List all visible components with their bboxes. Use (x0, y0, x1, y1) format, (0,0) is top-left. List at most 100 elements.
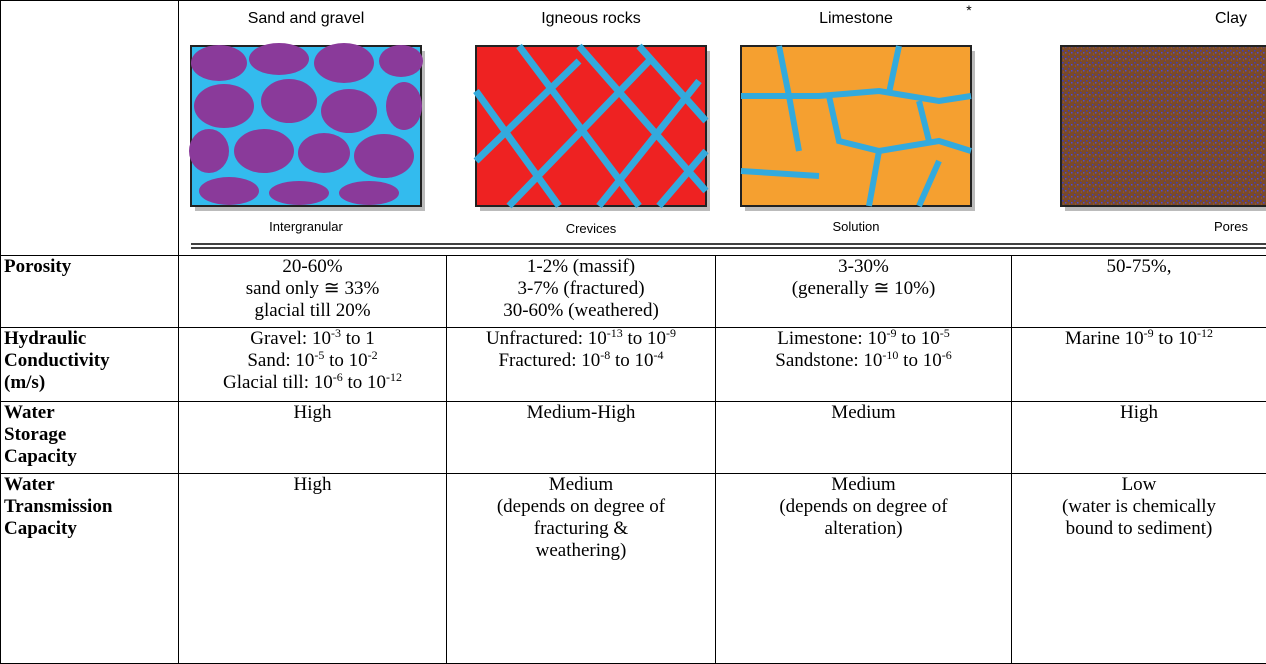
cell-line: Unfractured: 10-13 to 10-9 (450, 328, 712, 350)
exponent: -8 (600, 348, 610, 362)
cell-text: Medium (831, 474, 895, 495)
image-caption: Pores (1214, 219, 1248, 234)
label-line: Hydraulic (4, 328, 175, 350)
image-caption: Intergranular (269, 219, 343, 234)
table-cell: Medium (716, 402, 1012, 474)
image-title: Igneous rocks (541, 10, 641, 27)
image-title: Clay (1215, 10, 1247, 27)
cell-text: 1-2% (massif) (527, 256, 635, 277)
cell-line: Gravel: 10-3 to 1 (182, 328, 443, 350)
cell-line: 3-7% (fractured) (450, 278, 712, 300)
exponent: -6 (942, 348, 952, 362)
exponent: -6 (333, 370, 343, 384)
cell-text: glacial till 20% (254, 300, 370, 321)
table-cell: 20-60%sand only ≅ 33%glacial till 20% (179, 256, 447, 328)
cell-line: (water is chemically (1015, 496, 1263, 518)
image-title: Limestone (819, 10, 893, 27)
exponent: -10 (882, 348, 898, 362)
cell-line: Medium (450, 474, 712, 496)
label-line: Water (4, 402, 175, 424)
cell-line: 3-30% (719, 256, 1008, 278)
image-caption: Solution (833, 219, 880, 234)
cell-text: (water is chemically (1062, 496, 1216, 517)
cell-line: 50-75%, (1015, 256, 1263, 278)
cell-line: Low (1015, 474, 1263, 496)
label-line: Porosity (4, 256, 175, 278)
cell-text: (depends on degree of (779, 496, 947, 517)
cell-text: (depends on degree of (497, 496, 665, 517)
label-line: Water (4, 474, 175, 496)
cell-line: High (182, 474, 443, 496)
label-line: Capacity (4, 446, 175, 468)
exponent: -12 (1197, 326, 1213, 340)
cell-text: bound to sediment) (1066, 518, 1213, 539)
exponent: -9 (1144, 326, 1154, 340)
label-line: Storage (4, 424, 175, 446)
cell-text: to 10 (610, 350, 653, 371)
cell-line: High (1015, 402, 1263, 424)
cell-line: Medium-High (450, 402, 712, 424)
table-cell: High (179, 474, 447, 664)
cell-text: High (294, 402, 332, 423)
cell-text: Medium (831, 402, 895, 423)
cell-text: to 10 (898, 350, 941, 371)
cell-line: (depends on degree of (450, 496, 712, 518)
exponent: -5 (940, 326, 950, 340)
cell-text: 3-7% (fractured) (517, 278, 644, 299)
label-line: (m/s) (4, 372, 175, 394)
rock-images: Sand and gravel Igneous rocks Limestone … (179, 1, 1266, 249)
cell-line: Medium (719, 402, 1008, 424)
label-line: Transmission (4, 496, 175, 518)
cell-line: alteration) (719, 518, 1008, 540)
image-title: Sand and gravel (248, 10, 365, 27)
cell-text: (generally ≅ 10%) (792, 278, 936, 299)
exponent: -9 (666, 326, 676, 340)
cell-text: 30-60% (weathered) (503, 300, 659, 321)
cell-text: 3-30% (838, 256, 889, 277)
images-cell: Sand and gravel Igneous rocks Limestone … (179, 1, 1266, 256)
cell-text: Gravel: 10 (250, 328, 331, 349)
exponent: -3 (331, 326, 341, 340)
cell-text: alteration) (824, 518, 902, 539)
cell-text: 20-60% (282, 256, 342, 277)
sand-image (189, 43, 423, 206)
cell-line: Fractured: 10-8 to 10-4 (450, 350, 712, 372)
cell-text: weathering) (536, 540, 627, 561)
cell-line: 30-60% (weathered) (450, 300, 712, 322)
exponent: -13 (607, 326, 623, 340)
table-cell: 3-30%(generally ≅ 10%) (716, 256, 1012, 328)
table-cell: Medium-High (447, 402, 716, 474)
cell-text: to 10 (324, 350, 367, 371)
cell-line: bound to sediment) (1015, 518, 1263, 540)
cell-line: Sand: 10-5 to 10-2 (182, 350, 443, 372)
cell-text: Medium-High (527, 402, 636, 423)
cell-line: Medium (719, 474, 1008, 496)
cell-line: fracturing & (450, 518, 712, 540)
cell-text: Sandstone: 10 (775, 350, 882, 371)
cell-text: Low (1122, 474, 1157, 495)
cell-text: 50-75%, (1107, 256, 1172, 277)
cell-text: to 10 (623, 328, 666, 349)
cell-line: Marine 10-9 to 10-12 (1015, 328, 1263, 350)
cell-line: Glacial till: 10-6 to 10-12 (182, 372, 443, 394)
table-cell: High (179, 402, 447, 474)
cell-text: to 1 (341, 328, 375, 349)
exponent: -9 (886, 326, 896, 340)
exponent: -5 (314, 348, 324, 362)
header-row: Sand and gravel Igneous rocks Limestone … (1, 1, 1266, 256)
cell-line: (depends on degree of (719, 496, 1008, 518)
cell-text: to 10 (343, 372, 386, 393)
table-cell: 1-2% (massif)3-7% (fractured)30-60% (wea… (447, 256, 716, 328)
cell-line: sand only ≅ 33% (182, 278, 443, 300)
cell-text: Marine 10 (1065, 328, 1144, 349)
